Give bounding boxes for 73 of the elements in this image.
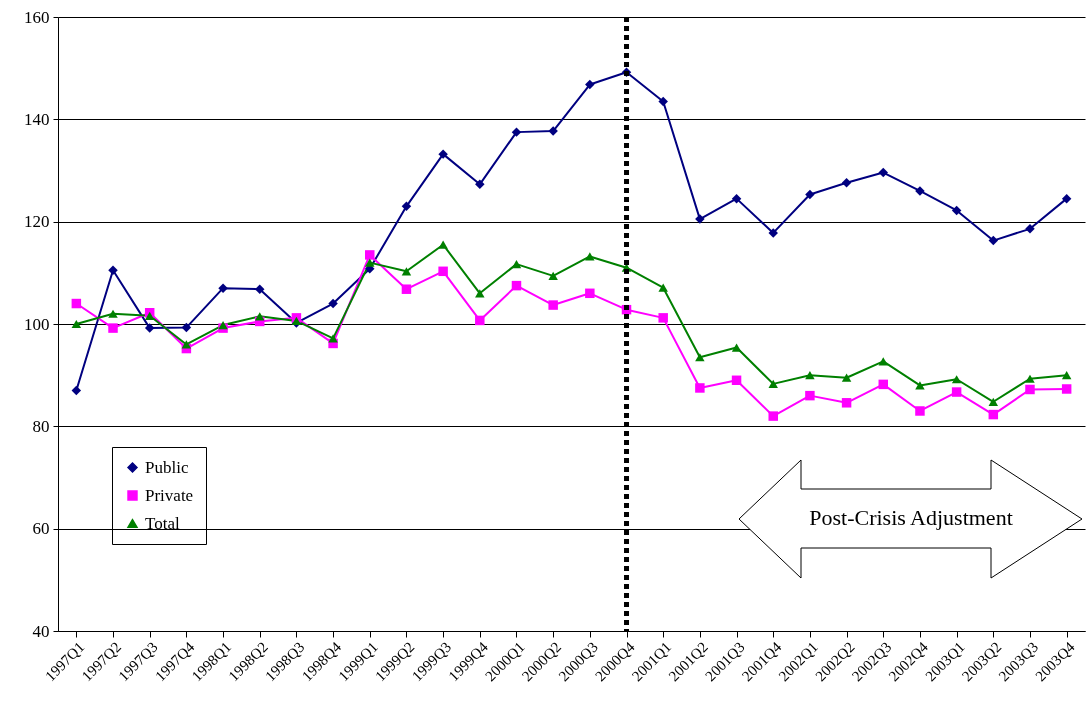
point bbox=[915, 406, 925, 416]
point bbox=[805, 371, 815, 380]
point bbox=[658, 96, 668, 107]
point bbox=[401, 284, 412, 294]
point bbox=[475, 289, 485, 298]
point bbox=[841, 373, 852, 382]
point bbox=[365, 258, 375, 267]
y-tick-label: 60 bbox=[32, 519, 50, 539]
point bbox=[438, 266, 448, 277]
y-tick-label: 40 bbox=[32, 621, 50, 641]
point bbox=[511, 280, 522, 291]
annotation: Post-Crisis Adjustment bbox=[808, 505, 1014, 531]
point bbox=[585, 288, 595, 299]
point bbox=[401, 267, 412, 276]
point bbox=[585, 79, 595, 90]
point bbox=[108, 265, 118, 276]
point bbox=[951, 387, 962, 397]
point bbox=[768, 411, 778, 421]
y-tick-label: 80 bbox=[32, 416, 50, 436]
point bbox=[71, 385, 82, 396]
point bbox=[254, 284, 265, 294]
y-tick-label: 100 bbox=[24, 314, 50, 334]
point bbox=[768, 228, 778, 238]
point bbox=[988, 409, 999, 420]
point bbox=[438, 240, 448, 249]
point bbox=[585, 252, 595, 261]
point bbox=[475, 179, 485, 190]
point bbox=[841, 178, 852, 188]
point bbox=[548, 300, 558, 310]
point bbox=[511, 127, 522, 137]
point bbox=[805, 189, 815, 200]
point bbox=[731, 193, 742, 204]
y-tick-label: 160 bbox=[24, 7, 50, 27]
point bbox=[731, 343, 742, 352]
point bbox=[695, 383, 705, 393]
point bbox=[658, 283, 668, 292]
point bbox=[658, 313, 668, 323]
legend-label: Private bbox=[145, 485, 194, 505]
point bbox=[805, 390, 815, 401]
point bbox=[328, 298, 338, 309]
point bbox=[1061, 384, 1072, 394]
point bbox=[181, 340, 192, 349]
point bbox=[695, 353, 705, 362]
point bbox=[108, 309, 118, 318]
point bbox=[144, 323, 155, 333]
point bbox=[71, 298, 82, 309]
point bbox=[915, 381, 925, 390]
point bbox=[768, 379, 778, 388]
point bbox=[731, 375, 742, 386]
point bbox=[988, 397, 999, 406]
point bbox=[841, 398, 852, 408]
point bbox=[878, 379, 889, 390]
point bbox=[951, 205, 962, 216]
point bbox=[511, 260, 522, 269]
point bbox=[878, 167, 889, 178]
point bbox=[1025, 374, 1035, 383]
point bbox=[951, 375, 962, 384]
legend-label: Public bbox=[145, 457, 189, 477]
point bbox=[108, 323, 118, 333]
point bbox=[1061, 371, 1072, 380]
point bbox=[401, 201, 412, 212]
point bbox=[548, 271, 558, 281]
point bbox=[1061, 193, 1072, 204]
legend-label: Total bbox=[145, 513, 180, 533]
y-tick-label: 140 bbox=[24, 109, 50, 129]
point bbox=[181, 322, 192, 333]
point bbox=[328, 334, 338, 343]
point bbox=[475, 315, 485, 326]
point bbox=[71, 319, 82, 329]
point bbox=[988, 235, 999, 246]
point bbox=[365, 250, 375, 260]
point bbox=[1025, 384, 1035, 395]
y-tick-label: 120 bbox=[24, 212, 50, 232]
